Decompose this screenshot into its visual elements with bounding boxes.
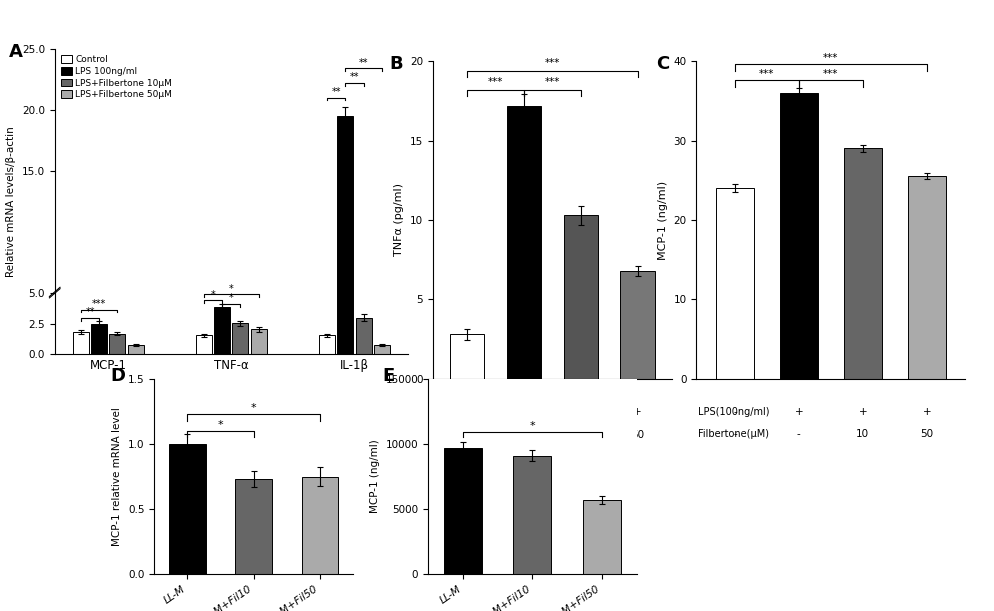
Text: -: - (464, 408, 468, 417)
Text: *: * (218, 420, 223, 430)
Bar (506, 106, 541, 379)
Bar (233, 323, 248, 354)
Text: D: D (110, 367, 125, 385)
Text: ***: *** (91, 299, 106, 309)
Text: 50: 50 (919, 429, 932, 439)
Bar (779, 93, 817, 379)
Text: +: + (576, 408, 584, 417)
Text: LPS(100ng/ml): LPS(100ng/ml) (697, 407, 768, 417)
Bar (582, 500, 620, 574)
Text: Filbertone(μM): Filbertone(μM) (697, 429, 768, 439)
Y-axis label: MCP-1 relative mRNA level: MCP-1 relative mRNA level (112, 407, 122, 546)
Bar (843, 148, 881, 379)
Bar (907, 176, 945, 379)
Bar (250, 329, 266, 354)
Bar (449, 334, 483, 379)
Text: ***: *** (822, 53, 838, 63)
Y-axis label: MCP-1 (ng/ml): MCP-1 (ng/ml) (370, 440, 380, 513)
Text: -: - (464, 430, 468, 440)
Text: ***: *** (544, 78, 560, 87)
Text: -: - (796, 429, 800, 439)
Text: Filbertone(μM): Filbertone(μM) (433, 430, 504, 440)
Bar (127, 345, 143, 354)
Bar (236, 479, 271, 574)
Y-axis label: MCP-1 (ng/ml): MCP-1 (ng/ml) (657, 180, 667, 260)
Bar (319, 335, 335, 354)
Text: -: - (733, 407, 736, 417)
Text: C: C (656, 55, 669, 73)
Bar (91, 324, 107, 354)
Y-axis label: TNFα (pg/ml): TNFα (pg/ml) (394, 183, 404, 257)
Text: +: + (794, 407, 802, 417)
Bar (301, 477, 338, 574)
Bar (620, 271, 654, 379)
Text: LPS(100ng/ml): LPS(100ng/ml) (433, 408, 505, 417)
Text: *: * (529, 421, 535, 431)
Bar (337, 116, 353, 354)
Text: *: * (250, 403, 256, 412)
Text: ***: *** (758, 68, 773, 79)
Text: *: * (211, 290, 216, 300)
Text: ***: *** (822, 68, 838, 79)
Text: +: + (519, 408, 528, 417)
Bar (374, 345, 390, 354)
Text: 50: 50 (630, 430, 643, 440)
Bar (169, 444, 206, 574)
Bar (715, 188, 753, 379)
Text: E: E (382, 367, 394, 385)
Text: *: * (229, 293, 234, 304)
Text: **: ** (349, 72, 359, 82)
Y-axis label: Relative mRNA levels/β-actin: Relative mRNA levels/β-actin (6, 126, 16, 277)
Text: B: B (390, 55, 403, 73)
Text: ***: *** (544, 58, 560, 68)
Text: 10: 10 (856, 429, 869, 439)
Text: **: ** (359, 57, 368, 68)
Text: A: A (9, 43, 23, 60)
Text: +: + (921, 407, 930, 417)
Bar (109, 334, 125, 354)
Text: +: + (632, 408, 641, 417)
Text: -: - (733, 429, 736, 439)
Bar (443, 448, 481, 574)
Bar (214, 307, 230, 354)
Bar (196, 335, 212, 354)
Bar (73, 332, 88, 354)
Bar (513, 456, 551, 574)
Text: **: ** (331, 87, 341, 97)
Text: -: - (522, 430, 525, 440)
Text: **: ** (85, 307, 94, 318)
Text: *: * (229, 284, 234, 294)
Bar (563, 215, 597, 379)
Bar (355, 318, 371, 354)
Legend: Control, LPS 100ng/ml, LPS+Filbertone 10μM, LPS+Filbertone 50μM: Control, LPS 100ng/ml, LPS+Filbertone 10… (60, 53, 174, 101)
Text: ***: *** (487, 78, 503, 87)
Text: +: + (858, 407, 866, 417)
Text: 10: 10 (574, 430, 586, 440)
